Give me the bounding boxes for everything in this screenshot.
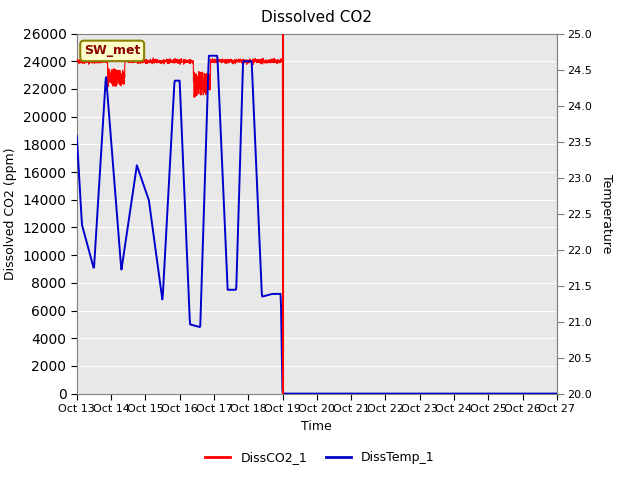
Text: SW_met: SW_met — [84, 44, 140, 58]
Y-axis label: Temperature: Temperature — [600, 174, 613, 253]
Title: Dissolved CO2: Dissolved CO2 — [261, 11, 372, 25]
Legend: DissCO2_1, DissTemp_1: DissCO2_1, DissTemp_1 — [200, 446, 440, 469]
Y-axis label: Dissolved CO2 (ppm): Dissolved CO2 (ppm) — [4, 147, 17, 280]
X-axis label: Time: Time — [301, 420, 332, 432]
